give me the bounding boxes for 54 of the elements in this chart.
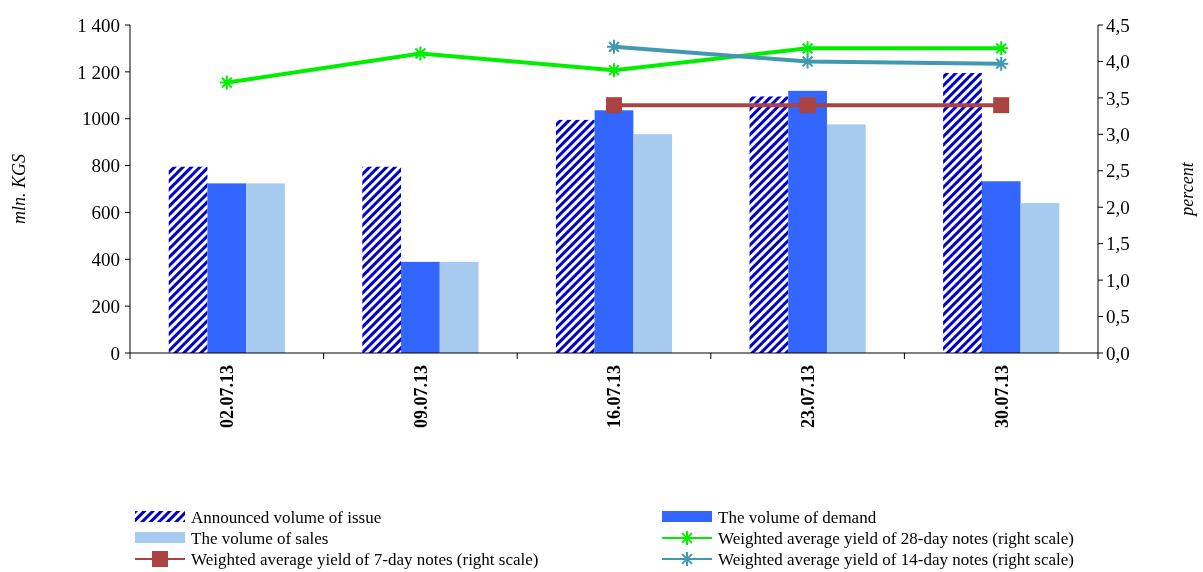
bar bbox=[826, 124, 866, 353]
y2-tick-label: 2,0 bbox=[1106, 196, 1130, 218]
bar bbox=[207, 183, 247, 353]
point bbox=[993, 55, 1010, 72]
legend-label: Announced volume of issue bbox=[191, 507, 382, 527]
y-tick-label: 600 bbox=[91, 202, 120, 224]
point bbox=[606, 62, 622, 79]
y2-tick-label: 3,5 bbox=[1106, 87, 1130, 109]
y-tick-label: 400 bbox=[91, 248, 120, 270]
x-tick-label: 30.07.13 bbox=[991, 365, 1012, 428]
point bbox=[218, 74, 235, 91]
y-tick-label: 800 bbox=[91, 155, 120, 177]
y-axis-title: mln. KGS bbox=[9, 153, 29, 225]
bar bbox=[981, 181, 1021, 353]
y-tick-label: 1000 bbox=[82, 108, 120, 130]
bar bbox=[555, 119, 595, 353]
bar bbox=[594, 110, 634, 353]
bar bbox=[788, 90, 827, 353]
legend-label: The volume of demand bbox=[718, 507, 877, 527]
point bbox=[606, 38, 622, 55]
y-tick-label: 0 bbox=[110, 342, 120, 364]
bar bbox=[168, 166, 208, 353]
bar bbox=[1020, 203, 1060, 353]
y2-tick-label: 0,5 bbox=[1106, 306, 1130, 328]
bar bbox=[246, 183, 285, 353]
y2-tick-label: 1,0 bbox=[1106, 269, 1130, 291]
y2-tick-label: 4,0 bbox=[1106, 51, 1130, 73]
legend-label: The volume of sales bbox=[191, 528, 329, 548]
bar bbox=[943, 73, 982, 353]
x-tick-label: 23.07.13 bbox=[797, 365, 818, 428]
y2-tick-label: 4,5 bbox=[1106, 14, 1130, 36]
point bbox=[993, 97, 1010, 114]
y2-tick-label: 3,0 bbox=[1106, 123, 1130, 145]
y-tick-label: 1 400 bbox=[77, 14, 120, 36]
point bbox=[993, 40, 1010, 57]
point bbox=[799, 97, 816, 114]
bar bbox=[439, 261, 479, 353]
x-tick-label: 02.07.13 bbox=[217, 365, 238, 428]
y-tick-label: 200 bbox=[91, 295, 120, 317]
point bbox=[606, 97, 622, 114]
y-tick-label: 1 200 bbox=[77, 61, 120, 83]
y2-axis-title: percent bbox=[1177, 161, 1197, 218]
bar bbox=[362, 166, 402, 353]
x-tick-label: 09.07.13 bbox=[410, 365, 431, 428]
legend-label: Weighted average yield of 7-day notes (right scale) bbox=[191, 549, 539, 569]
legend-label: Weighted average yield of 28-day notes (right scale) bbox=[718, 528, 1074, 548]
y2-tick-label: 2,5 bbox=[1106, 160, 1130, 182]
bar bbox=[633, 134, 673, 353]
x-tick-label: 16.07.13 bbox=[604, 365, 625, 428]
bar bbox=[401, 261, 440, 353]
legend-label: Weighted average yield of 14-day notes (right scale) bbox=[718, 549, 1074, 569]
bar bbox=[749, 96, 789, 353]
y2-tick-label: 0,0 bbox=[1106, 342, 1130, 364]
y2-tick-label: 1,5 bbox=[1106, 233, 1130, 255]
